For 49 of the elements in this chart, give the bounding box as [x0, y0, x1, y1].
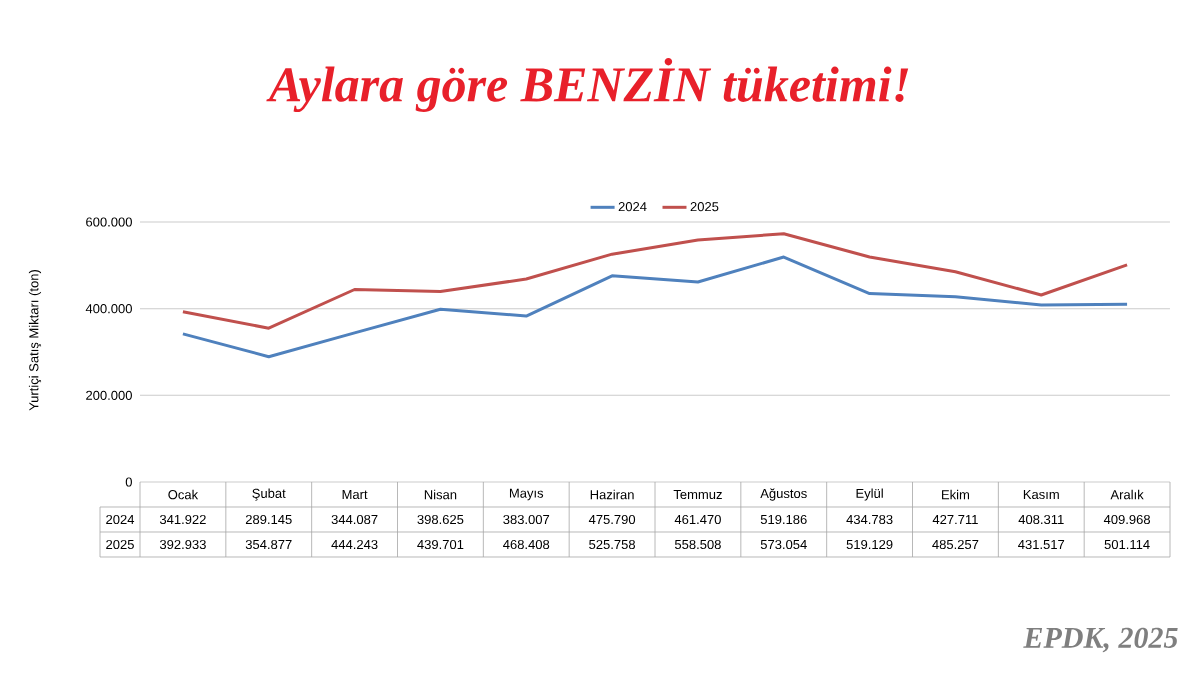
data-label: 558.508 — [674, 539, 721, 550]
data-label: 439.701 — [417, 539, 464, 550]
data-label: 475.790 — [588, 514, 636, 525]
data-label: 289.145 — [245, 514, 292, 525]
x-tick-label: Temmuz — [673, 489, 722, 500]
x-tick-label: Ekim — [942, 489, 969, 500]
data-label: 354.877 — [245, 539, 292, 550]
data-label: 398.625 — [417, 514, 464, 525]
data-label: 383.007 — [503, 514, 550, 525]
x-tick-label: Eylül — [856, 488, 883, 501]
x-tick-label: Mayıs — [509, 488, 544, 501]
y-tick-label: 0 — [125, 477, 132, 487]
data-label: 501.114 — [1104, 539, 1150, 550]
data-label: 427.711 — [932, 514, 978, 525]
data-label: 519.129 — [846, 539, 893, 550]
x-tick-label: Ocak — [168, 489, 199, 500]
data-label: 431.517 — [1018, 539, 1065, 550]
x-tick-label: Aralık — [1110, 489, 1144, 500]
text: 2025 — [106, 539, 134, 550]
data-label: 519.186 — [760, 514, 807, 525]
x-tick-label: Şubat — [252, 488, 286, 501]
data-label: 525.758 — [589, 539, 636, 550]
y-tick-label: 200.000 — [86, 390, 132, 400]
line-series — [181, 255, 1129, 359]
x-tick-label: Mart — [342, 489, 368, 500]
data-label: 434.783 — [846, 514, 893, 525]
x-tick-label: Kasım — [1023, 489, 1059, 500]
data-label: 444.243 — [331, 539, 378, 550]
chart-title: Aylara göre BENZİN tüketimi! — [266, 57, 909, 113]
x-tick-label: Nisan — [424, 489, 457, 500]
data-label: 344.087 — [331, 514, 378, 525]
x-tick-label: Haziran — [590, 489, 634, 500]
text: 2024 — [106, 514, 135, 525]
line-series — [181, 232, 1129, 330]
data-label: 409.968 — [1103, 514, 1151, 525]
y-axis-title: Yurtiçi Satış Miktarı (ton) — [28, 270, 42, 411]
x-tick-label: Ağustos — [760, 488, 807, 501]
legend-label: 2024 — [618, 202, 647, 212]
data-label: 341.922 — [159, 514, 206, 525]
data-label: 573.054 — [760, 539, 807, 550]
data-label: 468.408 — [503, 539, 550, 550]
data-label: 392.933 — [159, 539, 206, 550]
legend-label: 2025 — [690, 202, 719, 212]
y-tick-label: 400.000 — [85, 304, 132, 314]
data-label: 461.470 — [674, 514, 721, 525]
data-label: 485.257 — [932, 539, 979, 550]
data-label: 408.311 — [1018, 514, 1064, 525]
text: EPDK, 2025 — [1023, 627, 1178, 653]
y-tick-label: 600.000 — [86, 217, 132, 227]
